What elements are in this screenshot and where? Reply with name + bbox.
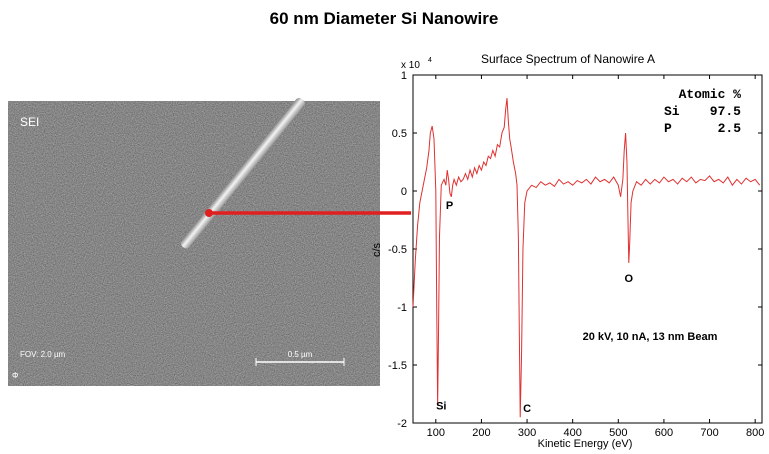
- element-name: P: [664, 121, 672, 136]
- sem-texture: [8, 101, 380, 386]
- peak-label: O: [625, 273, 634, 285]
- x-axis-label: Kinetic Energy (eV): [538, 438, 633, 450]
- element-percent: 97.5: [710, 104, 741, 119]
- x-tick-label: 100: [427, 427, 445, 439]
- x-tick-label: 600: [655, 427, 673, 439]
- plot-area: 100 200 300 400 500 600 700 800 -2 -1.5 -1 -0.5 0 0.5…: [388, 70, 764, 439]
- composition-header: Atomic %: [679, 87, 742, 102]
- plot-frame: [412, 74, 763, 424]
- x-tick-label: 200: [472, 427, 490, 439]
- y-axis-label: c/s: [371, 242, 383, 257]
- spectrum-line: [412, 98, 761, 418]
- peak-label: Si: [436, 401, 446, 413]
- y-tick-label: 1: [401, 70, 407, 82]
- peak-label: P: [446, 200, 453, 212]
- y-tick-label: -2: [397, 418, 407, 430]
- peak-label: C: [523, 403, 531, 415]
- sem-image: SEI FOV: 2.0 µm 0.5 µm Φ: [8, 97, 380, 386]
- beam-note: 20 kV, 10 nA, 13 nm Beam: [583, 331, 718, 343]
- sem-mode: SEI: [20, 115, 39, 129]
- y-tick-label: 0.5: [392, 128, 407, 140]
- scale-bar-label: 0.5 µm: [288, 350, 313, 359]
- sem-fov: FOV: 2.0 µm: [20, 350, 66, 359]
- x-tick-label: 500: [609, 427, 627, 439]
- x-tick-label: 400: [563, 427, 581, 439]
- y-tick-label: -1.5: [388, 360, 407, 372]
- y-multiplier-exponent: 4: [428, 57, 432, 64]
- element-name: Si: [664, 104, 680, 119]
- sem-logo: Φ: [12, 371, 18, 380]
- y-tick-label: 0: [401, 186, 407, 198]
- figure-title: 60 nm Diameter Si Nanowire: [270, 9, 499, 28]
- x-tick-label: 300: [518, 427, 536, 439]
- x-tick-label: 800: [746, 427, 764, 439]
- y-multiplier: x 10: [401, 60, 420, 71]
- y-tick-label: -1: [397, 302, 407, 314]
- chart-title: Surface Spectrum of Nanowire A: [481, 52, 655, 66]
- y-tick-label: -0.5: [388, 244, 407, 256]
- element-percent: 2.5: [718, 121, 742, 136]
- x-tick-label: 700: [700, 427, 718, 439]
